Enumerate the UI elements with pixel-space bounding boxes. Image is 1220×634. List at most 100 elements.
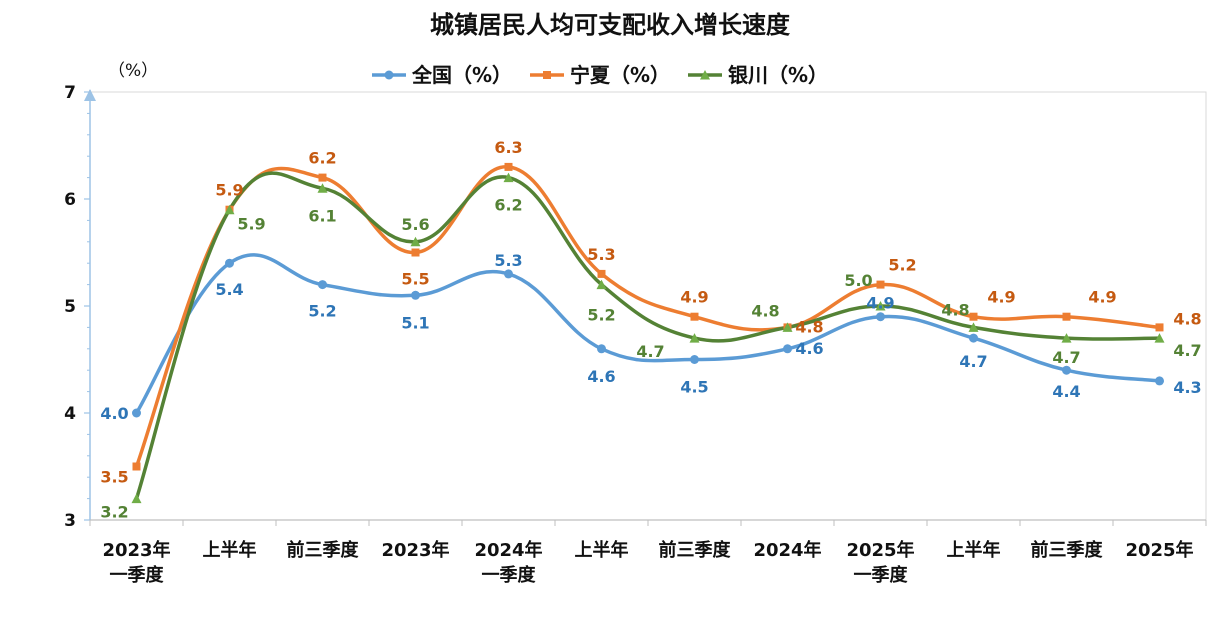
data-point xyxy=(411,290,420,300)
data-point xyxy=(597,269,606,278)
data-label: 4.9 xyxy=(680,288,708,307)
data-label: 4.8 xyxy=(751,301,779,320)
data-label: 4.7 xyxy=(1173,341,1201,360)
data-label: 5.0 xyxy=(844,271,872,290)
data-label: 4.9 xyxy=(1088,288,1116,307)
legend-marker xyxy=(700,70,710,80)
data-label: 5.3 xyxy=(494,251,522,270)
data-point xyxy=(1061,333,1072,343)
data-label: 4.9 xyxy=(987,288,1015,307)
data-label: 5.2 xyxy=(587,306,615,325)
data-label: 3.5 xyxy=(100,468,128,487)
data-point xyxy=(410,236,421,247)
plot-area-border xyxy=(89,91,1207,521)
x-tick-label: 前三季度 xyxy=(659,539,732,561)
data-label: 5.6 xyxy=(401,215,429,234)
data-label: 5.2 xyxy=(308,302,336,321)
data-label: 6.3 xyxy=(494,138,522,157)
y-tick-label: 6 xyxy=(64,190,76,210)
data-point xyxy=(411,248,420,257)
x-tick-label: 2025年 xyxy=(1125,539,1193,561)
data-point xyxy=(968,322,979,332)
y-axis-unit-label: （%） xyxy=(108,61,158,81)
series-line-3 xyxy=(134,171,1162,501)
x-tick-label: 2025年一季度 xyxy=(846,539,914,586)
data-point xyxy=(317,183,328,193)
data-point xyxy=(690,355,699,364)
data-label: 4.4 xyxy=(1052,382,1080,401)
legend-marker xyxy=(543,71,551,79)
chart-title: 城镇居民人均可支配收入增长速度 xyxy=(430,11,791,39)
data-point xyxy=(1154,333,1165,343)
legend-marker xyxy=(384,70,394,80)
data-point xyxy=(132,408,141,418)
data-point xyxy=(225,258,234,268)
data-point xyxy=(1062,365,1071,375)
data-point xyxy=(1155,376,1164,386)
data-label: 5.2 xyxy=(888,256,916,275)
data-point xyxy=(1062,312,1071,321)
data-point xyxy=(318,173,327,182)
data-point xyxy=(597,344,606,354)
data-point xyxy=(690,312,699,321)
data-label: 6.2 xyxy=(308,149,336,168)
x-tick-label: 上半年 xyxy=(947,539,1001,561)
x-tick-label: 2024年一季度 xyxy=(474,539,542,586)
data-label: 4.9 xyxy=(866,294,894,313)
data-point xyxy=(782,322,793,332)
data-point xyxy=(318,280,327,290)
data-label: 5.5 xyxy=(401,270,429,289)
y-tick-label: 3 xyxy=(64,511,76,531)
data-point xyxy=(689,333,700,343)
data-point xyxy=(876,280,885,289)
data-label: 5.9 xyxy=(237,215,265,234)
data-point xyxy=(875,301,886,311)
data-point xyxy=(1155,323,1164,332)
data-label: 4.6 xyxy=(587,367,615,386)
data-label: 4.3 xyxy=(1173,378,1201,397)
data-label: 5.9 xyxy=(215,181,243,200)
data-label: 5.1 xyxy=(401,313,429,332)
x-tick-label: 前三季度 xyxy=(287,539,360,561)
data-label: 4.6 xyxy=(795,339,823,358)
data-point xyxy=(596,279,607,290)
data-point xyxy=(876,312,885,322)
data-point xyxy=(132,462,141,471)
legend-label-1: 全国（%） xyxy=(411,63,512,87)
legend-label-2: 宁夏（%） xyxy=(570,63,670,87)
data-label: 4.0 xyxy=(100,404,128,423)
data-label: 4.7 xyxy=(959,352,987,371)
data-label: 4.7 xyxy=(636,342,664,361)
data-label: 4.7 xyxy=(1052,348,1080,367)
x-tick-label: 2024年 xyxy=(753,539,821,561)
data-label: 6.1 xyxy=(308,206,336,225)
x-tick-label: 2023年 xyxy=(381,539,449,561)
legend-label-3: 银川（%） xyxy=(728,63,828,87)
data-label: 4.8 xyxy=(941,300,969,319)
y-tick-label: 7 xyxy=(64,83,76,103)
data-point xyxy=(969,333,978,343)
series-line-2 xyxy=(134,165,1162,469)
data-label: 5.4 xyxy=(215,280,243,299)
data-point xyxy=(504,269,513,279)
data-point xyxy=(224,204,235,215)
x-tick-label: 上半年 xyxy=(203,539,257,561)
data-label: 4.8 xyxy=(1173,309,1201,328)
y-tick-label: 5 xyxy=(64,297,76,317)
data-point xyxy=(131,493,142,504)
y-tick-label: 4 xyxy=(64,404,76,424)
data-point xyxy=(504,162,513,171)
y-axis-arrow xyxy=(84,89,96,101)
data-label: 4.8 xyxy=(795,317,823,336)
data-label: 3.2 xyxy=(100,503,128,522)
data-point xyxy=(503,172,514,183)
x-tick-label: 上半年 xyxy=(575,539,629,561)
data-label: 6.2 xyxy=(494,196,522,215)
data-point xyxy=(783,344,792,354)
data-point xyxy=(969,312,978,321)
data-label: 5.3 xyxy=(587,245,615,264)
data-label: 4.5 xyxy=(680,378,708,397)
x-tick-label: 2023年一季度 xyxy=(102,539,170,586)
